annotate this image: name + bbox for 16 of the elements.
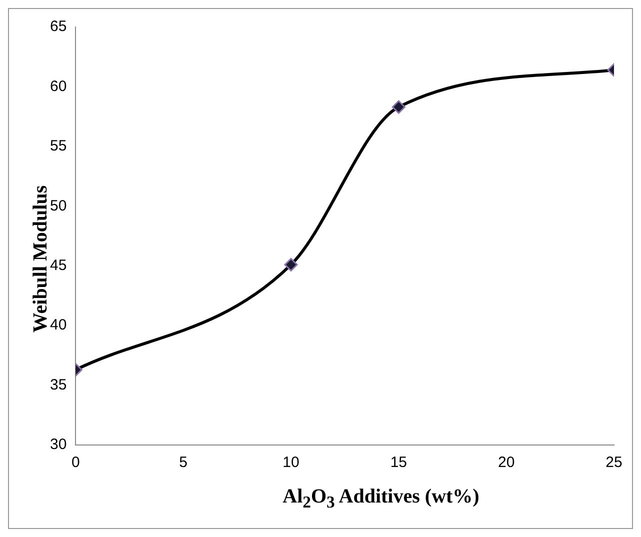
- y-tick-label: 55: [50, 138, 67, 155]
- y-tick-label: 60: [50, 78, 67, 95]
- y-tick-label: 35: [50, 376, 67, 394]
- y-axis-title: Weibull Modulus: [30, 185, 52, 333]
- y-tick-label: 40: [50, 316, 67, 334]
- x-axis-title: Al$_{2}$O$_{3}$ Additives (wt%): [282, 486, 480, 512]
- y-tick-label: 45: [50, 257, 67, 274]
- x-tick-label: 15: [390, 454, 408, 472]
- x-tick-label: 5: [179, 454, 188, 472]
- y-tick-label: 65: [50, 18, 67, 36]
- x-tick-label: 20: [498, 454, 515, 472]
- y-tick-label: 50: [50, 197, 67, 214]
- y-tick-label: 30: [50, 436, 67, 454]
- x-tick-label: 25: [606, 454, 622, 472]
- x-tick-label: 0: [72, 454, 80, 472]
- x-tick-label: 10: [282, 454, 300, 472]
